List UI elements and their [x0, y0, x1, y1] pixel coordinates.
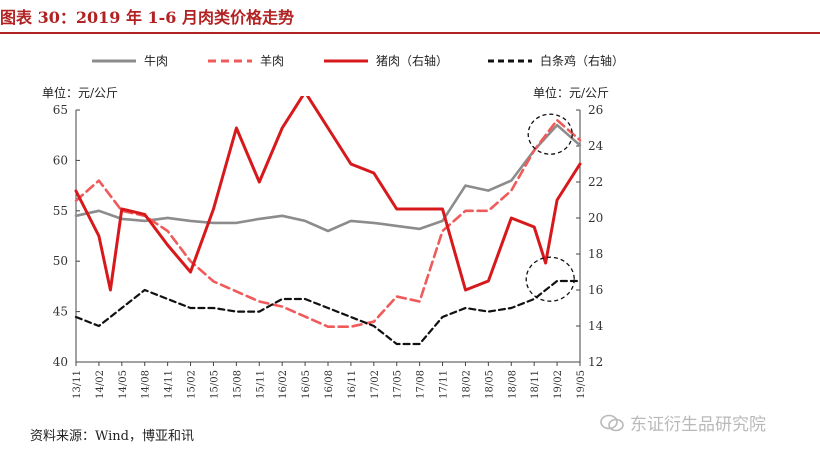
- x-tick-label: 17/02: [370, 370, 381, 399]
- legend-item-pork: 猪肉（右轴）: [324, 52, 448, 69]
- right-tick-label: 16: [588, 283, 603, 297]
- legend-swatch-pork: [324, 59, 369, 62]
- beef-line: [74, 123, 582, 233]
- x-tick-label: 15/08: [232, 370, 243, 399]
- source-note: 资料来源：Wind，博亚和讯: [30, 429, 194, 444]
- left-axis-unit: 单位：元/公斤: [42, 86, 119, 100]
- x-tick-label: 19/05: [576, 370, 587, 399]
- legend-item-chicken: 白条鸡（右轴）: [488, 52, 624, 69]
- x-tick-label: 19/02: [553, 370, 564, 399]
- legend-swatch-chicken: [488, 59, 533, 62]
- legend-label-pork: 猪肉（右轴）: [376, 54, 449, 68]
- right-tick-label: 12: [588, 355, 603, 369]
- x-tick-label: 15/02: [187, 370, 198, 399]
- left-tick-label: 45: [53, 305, 68, 319]
- left-tick-label: 65: [53, 103, 68, 117]
- legend-swatch-mutton: [208, 59, 253, 62]
- legend-swatch-beef: [92, 59, 136, 62]
- wechat-logo-icon: [600, 414, 624, 431]
- highlight-circle-chicken-peak: [525, 256, 575, 302]
- mutton-line: [74, 118, 582, 328]
- x-tick-label: 14/08: [141, 370, 152, 399]
- legend-item-beef: 牛肉: [92, 52, 168, 69]
- x-tick-label: 16/11: [347, 370, 358, 399]
- meat-price-chart: 40 45 50 55 60 65 12 14 16 18 20 22 24 26 13/11 14/02 14…: [53, 96, 604, 399]
- x-tick-label: 14/11: [164, 370, 175, 399]
- x-tick-label: 16/05: [301, 370, 312, 399]
- x-tick-label: 13/11: [72, 370, 83, 399]
- x-tick-label: 17/08: [416, 370, 427, 399]
- x-tick-label: 17/11: [439, 370, 450, 399]
- x-tick-label: 15/11: [255, 370, 266, 399]
- figure-title: 图表 30：2019 年 1-6 月肉类价格走势: [0, 8, 294, 27]
- left-tick-label: 50: [53, 254, 68, 268]
- legend: 牛肉 羊肉 猪肉（右轴） 白条鸡（右轴）: [92, 52, 624, 69]
- title-rule: [0, 32, 820, 34]
- x-tick-label: 17/05: [393, 370, 404, 399]
- x-tick-label: 14/02: [95, 370, 106, 399]
- x-tick-label: 15/05: [209, 370, 220, 399]
- right-tick-label: 24: [588, 139, 604, 153]
- x-tick-label: 18/11: [530, 370, 541, 399]
- left-tick-label: 40: [53, 355, 68, 369]
- x-tick-label: 18/02: [461, 370, 472, 399]
- x-tick-label: 16/02: [278, 370, 289, 399]
- right-tick-label: 18: [588, 247, 603, 261]
- pork-line: [74, 96, 582, 292]
- right-axis-unit: 单位：元/公斤: [533, 86, 610, 100]
- right-tick-label: 26: [588, 103, 603, 117]
- left-tick-label: 60: [53, 153, 68, 167]
- x-tick-label: 18/08: [507, 370, 518, 399]
- chicken-line: [74, 279, 582, 346]
- x-tick-label: 18/05: [484, 370, 495, 399]
- x-tick-label: 14/05: [118, 370, 129, 399]
- watermark-text: 东证衍生品研究院: [630, 415, 766, 435]
- legend-label-beef: 牛肉: [144, 54, 169, 68]
- right-tick-label: 22: [588, 175, 603, 189]
- watermark: 东证衍生品研究院: [600, 410, 766, 435]
- right-tick-label: 20: [588, 211, 603, 225]
- left-tick-label: 55: [53, 204, 68, 218]
- x-tick-label: 16/08: [324, 370, 335, 399]
- legend-label-mutton: 羊肉: [260, 54, 285, 68]
- highlight-circle-mutton-peak: [527, 113, 573, 155]
- legend-label-chicken: 白条鸡（右轴）: [540, 54, 625, 68]
- legend-item-mutton: 羊肉: [208, 52, 284, 69]
- right-tick-label: 14: [588, 319, 604, 333]
